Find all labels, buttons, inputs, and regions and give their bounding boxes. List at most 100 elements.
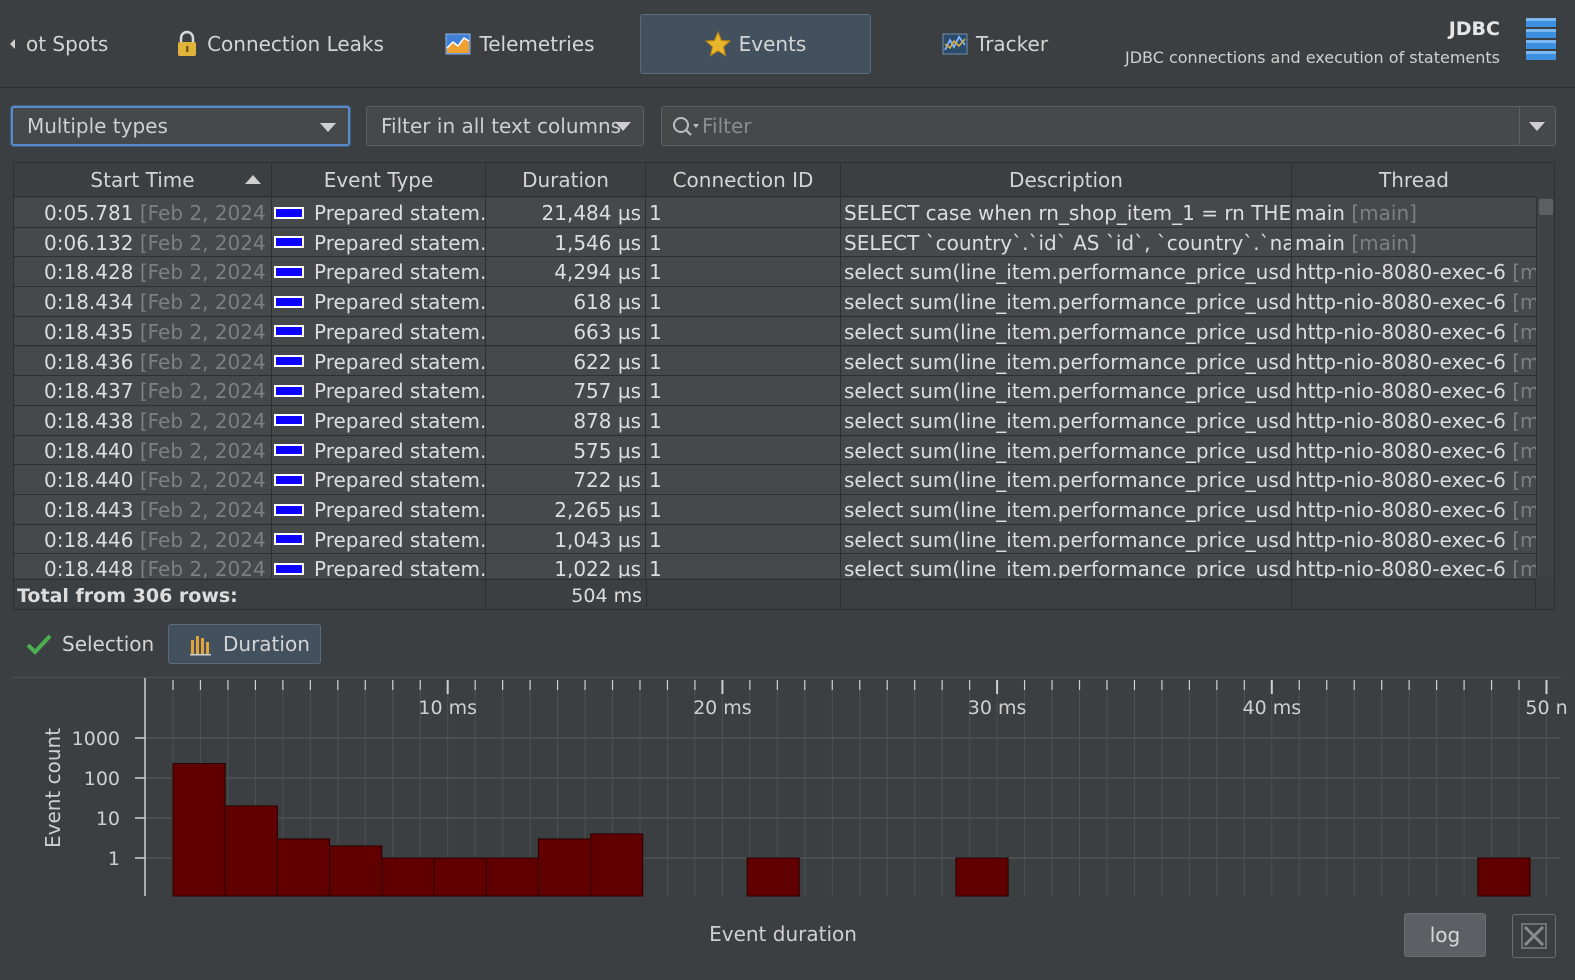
histogram-bar[interactable]: [172, 763, 226, 897]
cell-start-time: 0:18.448 [Feb 2, 2024 1...: [14, 554, 272, 578]
cell-description: select sum(line_item.performance_price_u…: [841, 435, 1292, 465]
start-time: 0:18.435: [44, 319, 134, 344]
column-header-description[interactable]: Description: [841, 163, 1292, 197]
histogram-bar[interactable]: [276, 838, 331, 897]
histogram-bar[interactable]: [485, 857, 539, 897]
cell-connection-id: 1: [646, 524, 841, 554]
duration-histogram-toggle[interactable]: Duration: [168, 624, 321, 664]
table-row[interactable]: 0:05.781 [Feb 2, 2024 1... Prepared state…: [14, 198, 1536, 228]
cell-event-type: Prepared statem...: [272, 346, 486, 376]
table-row[interactable]: 0:18.443 [Feb 2, 2024 1... Prepared state…: [14, 495, 1536, 525]
thread-name: http-nio-8080-exec-6: [1295, 468, 1506, 493]
events-table: Start Time Event Type Duration Connectio…: [13, 162, 1555, 610]
column-header-duration[interactable]: Duration: [486, 163, 646, 197]
event-type: Prepared statem...: [314, 408, 486, 433]
cell-start-time: 0:18.434 [Feb 2, 2024 1...: [14, 287, 272, 317]
start-time: 0:05.781: [44, 201, 134, 225]
tab-label: ot Spots: [26, 32, 109, 56]
selection-toggle[interactable]: Selection: [26, 624, 154, 664]
filter-input[interactable]: [702, 112, 1502, 140]
close-histogram-button[interactable]: [1512, 914, 1556, 958]
tab-label: Events: [738, 32, 807, 56]
cell-connection-id: 1: [646, 257, 841, 287]
selection-label: Selection: [62, 632, 155, 656]
cell-event-type: Prepared statem...: [272, 435, 486, 465]
histogram-bar[interactable]: [590, 833, 644, 897]
event-type-dropdown[interactable]: Multiple types: [11, 106, 350, 146]
table-row[interactable]: 0:18.440 [Feb 2, 2024 1... Prepared state…: [14, 435, 1536, 466]
histogram-bar[interactable]: [537, 838, 592, 897]
cell-connection-id: 1: [646, 435, 841, 465]
column-header-thread[interactable]: Thread: [1292, 163, 1536, 197]
database-icon: [1526, 18, 1556, 60]
table-row[interactable]: 0:18.428 [Feb 2, 2024 1... Prepared state…: [14, 257, 1536, 288]
log-scale-toggle-button[interactable]: log: [1404, 913, 1486, 957]
checkmark-icon: [26, 634, 52, 655]
table-footer: Total from 306 rows: 504 ms: [14, 579, 1536, 609]
start-date: [Feb 2, 2024 1...: [139, 290, 271, 315]
column-header-start-time[interactable]: Start Time: [14, 163, 272, 197]
cell-event-type: Prepared statem...: [272, 524, 486, 554]
scrollbar-thumb[interactable]: [1539, 199, 1553, 215]
filter-history-button[interactable]: [1519, 107, 1555, 145]
event-type: Prepared statem...: [314, 349, 486, 374]
table-row[interactable]: 0:18.436 [Feb 2, 2024 1... Prepared state…: [14, 346, 1536, 377]
thread-name: http-nio-8080-exec-6: [1295, 498, 1506, 522]
table-row[interactable]: 0:18.438 [Feb 2, 2024 1... Prepared state…: [14, 405, 1536, 436]
cell-description: select sum(line_item.performance_price_u…: [841, 376, 1292, 406]
histogram-bar[interactable]: [433, 857, 487, 897]
cell-event-type: Prepared statem...: [272, 316, 486, 346]
cell-event-type: Prepared statem...: [272, 257, 486, 287]
tab-hotspots[interactable]: ot Spots: [8, 14, 118, 74]
thread-group: [main]: [1351, 230, 1417, 255]
table-row[interactable]: 0:18.437 [Feb 2, 2024 1... Prepared state…: [14, 376, 1536, 406]
search-icon[interactable]: [672, 116, 700, 138]
x-tick-label: 50 n: [1525, 697, 1567, 719]
thread-group: [m...: [1512, 290, 1536, 315]
view-tab-bar: ot Spots Connection Leaks Telemetries Ev…: [0, 0, 1575, 88]
table-row[interactable]: 0:18.440 [Feb 2, 2024 1... Prepared state…: [14, 465, 1536, 495]
cell-thread: http-nio-8080-exec-6 [m...: [1292, 495, 1536, 524]
cell-connection-id: 1: [646, 405, 841, 435]
thread-name: main: [1295, 201, 1345, 225]
tab-connection-leaks[interactable]: Connection Leaks: [172, 14, 387, 74]
start-date: [Feb 2, 2024 1...: [139, 527, 271, 552]
text-column-filter-dropdown[interactable]: Filter in all text columns: [366, 106, 644, 146]
table-row[interactable]: 0:18.435 [Feb 2, 2024 1... Prepared state…: [14, 316, 1536, 347]
table-row[interactable]: 0:18.434 [Feb 2, 2024 1... Prepared state…: [14, 287, 1536, 317]
tab-telemetries[interactable]: Telemetries: [440, 14, 600, 74]
histogram-bar[interactable]: [381, 857, 435, 897]
tab-events[interactable]: Events: [640, 14, 871, 74]
tracker-icon: [942, 33, 968, 55]
table-vertical-scrollbar[interactable]: [1536, 197, 1554, 577]
thread-name: http-nio-8080-exec-6: [1295, 438, 1506, 463]
x-tick-label: 40 ms: [1242, 697, 1301, 719]
column-header-event-type[interactable]: Event Type: [272, 163, 486, 197]
cell-start-time: 0:18.428 [Feb 2, 2024 1...: [14, 257, 272, 287]
x-tick-label: 10 ms: [418, 697, 477, 719]
cell-start-time: 0:18.438 [Feb 2, 2024 1...: [14, 405, 272, 435]
tab-tracker[interactable]: Tracker: [935, 14, 1055, 74]
y-axis-label: Event count: [41, 728, 65, 848]
duration-histogram-chart[interactable]: 1 10 100 1000 10 ms 20 ms 30 ms 40 ms 50 n Event…: [0, 670, 1575, 910]
histogram-bar[interactable]: [1477, 857, 1531, 897]
histogram-bar[interactable]: [955, 857, 1009, 897]
cell-duration: 575 µs: [486, 435, 646, 465]
histogram-bar[interactable]: [329, 845, 383, 897]
table-row[interactable]: 0:18.448 [Feb 2, 2024 1... Prepared state…: [14, 554, 1536, 578]
table-row[interactable]: 0:06.132 [Feb 2, 2024 1... Prepared state…: [14, 227, 1536, 258]
thread-name: http-nio-8080-exec-6: [1295, 527, 1506, 552]
thread-group: [m...: [1512, 349, 1536, 374]
event-type: Prepared statem...: [314, 319, 486, 344]
thread-group: [m...: [1512, 438, 1536, 463]
cell-event-type: Prepared statem...: [272, 554, 486, 578]
column-header-label: Description: [1009, 168, 1123, 192]
column-header-connection-id[interactable]: Connection ID: [646, 163, 841, 197]
column-header-label: Duration: [522, 168, 609, 192]
table-row[interactable]: 0:18.446 [Feb 2, 2024 1... Prepared state…: [14, 524, 1536, 555]
cell-connection-id: 1: [646, 465, 841, 495]
x-tick-label: 20 ms: [693, 697, 752, 719]
start-time: 0:06.132: [44, 230, 134, 255]
histogram-bar[interactable]: [746, 857, 800, 897]
histogram-bar[interactable]: [224, 805, 278, 897]
